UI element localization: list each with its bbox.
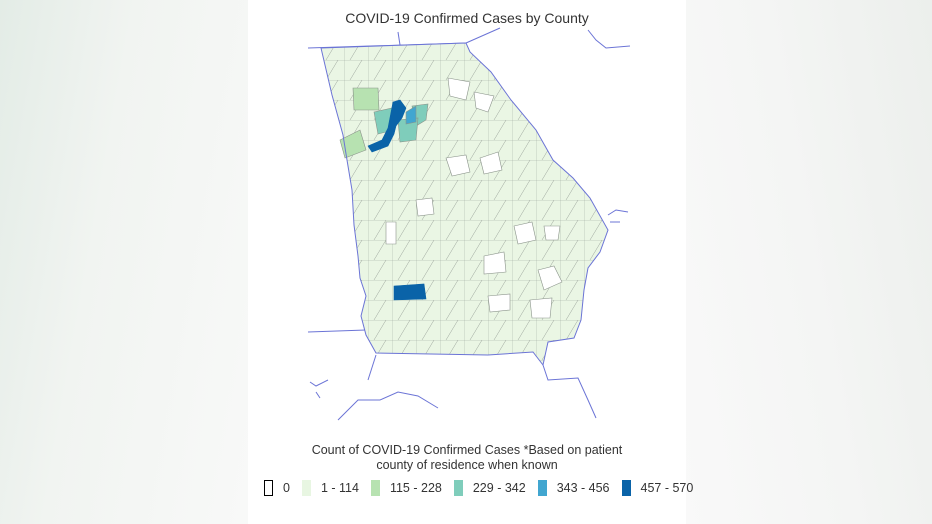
legend-label-343-456: 343 - 456 xyxy=(556,481,610,495)
legend-title-line2: county of residence when known xyxy=(376,458,558,472)
county-zero-10[interactable] xyxy=(487,293,511,313)
legend-swatch-457-570 xyxy=(621,480,631,496)
legend-item-229-342[interactable]: 229 - 342 xyxy=(453,480,526,496)
county-zero-1[interactable] xyxy=(447,77,471,101)
map-title: COVID-19 Confirmed Cases by County xyxy=(345,10,589,26)
county-457-570-atlanta[interactable] xyxy=(367,99,407,153)
legend-label-229-342: 229 - 342 xyxy=(472,481,526,495)
county-zero-5[interactable] xyxy=(415,197,435,217)
counties-115-228[interactable] xyxy=(339,87,380,159)
legend-swatch-229-342 xyxy=(453,480,463,496)
left-background xyxy=(0,0,248,524)
georgia-county-map[interactable] xyxy=(248,0,686,440)
zero-case-counties[interactable] xyxy=(385,77,563,319)
legend-label-1-114: 1 - 114 xyxy=(320,481,359,495)
county-zero-2[interactable] xyxy=(473,91,495,113)
county-zero-11[interactable] xyxy=(529,297,553,319)
counties-457-570[interactable] xyxy=(367,99,427,301)
legend-swatch-115-228 xyxy=(370,480,380,496)
county-457-570-albany[interactable] xyxy=(393,283,427,301)
county-343-456-a[interactable] xyxy=(405,105,417,125)
legend-label-0: 0 xyxy=(283,481,290,495)
county-zero-4[interactable] xyxy=(479,151,503,175)
georgia-state-outline xyxy=(320,42,609,367)
county-zero-8[interactable] xyxy=(483,251,507,275)
legend-label-457-570: 457 - 570 xyxy=(640,481,694,495)
counties-343-456[interactable] xyxy=(405,105,417,125)
legend: 0 1 - 114 115 - 228 229 - 342 343 - 456 … xyxy=(264,479,705,497)
legend-item-457-570[interactable]: 457 - 570 xyxy=(621,480,694,496)
legend-item-343-456[interactable]: 343 - 456 xyxy=(537,480,610,496)
county-115-228-a[interactable] xyxy=(352,87,380,111)
legend-swatch-343-456 xyxy=(537,480,547,496)
county-zero-3[interactable] xyxy=(445,154,471,177)
county-115-228-b[interactable] xyxy=(339,129,367,159)
legend-title-line1: Count of COVID-19 Confirmed Cases *Based… xyxy=(311,443,623,457)
county-zero-7[interactable] xyxy=(513,221,537,245)
legend-label-115-228: 115 - 228 xyxy=(389,481,442,495)
county-zero-6[interactable] xyxy=(385,221,397,245)
county-zero-9[interactable] xyxy=(537,265,563,291)
legend-title: Count of COVID-19 Confirmed Cases *Based… xyxy=(248,443,686,473)
legend-swatch-0 xyxy=(264,480,273,496)
county-zero-12[interactable] xyxy=(543,225,561,241)
map-panel: COVID-19 Confirmed Cases by County xyxy=(248,0,693,524)
legend-item-0[interactable]: 0 xyxy=(264,480,290,496)
legend-swatch-1-114 xyxy=(301,480,311,496)
legend-item-1-114[interactable]: 1 - 114 xyxy=(301,480,359,496)
legend-item-115-228[interactable]: 115 - 228 xyxy=(370,480,442,496)
right-background xyxy=(686,0,932,524)
